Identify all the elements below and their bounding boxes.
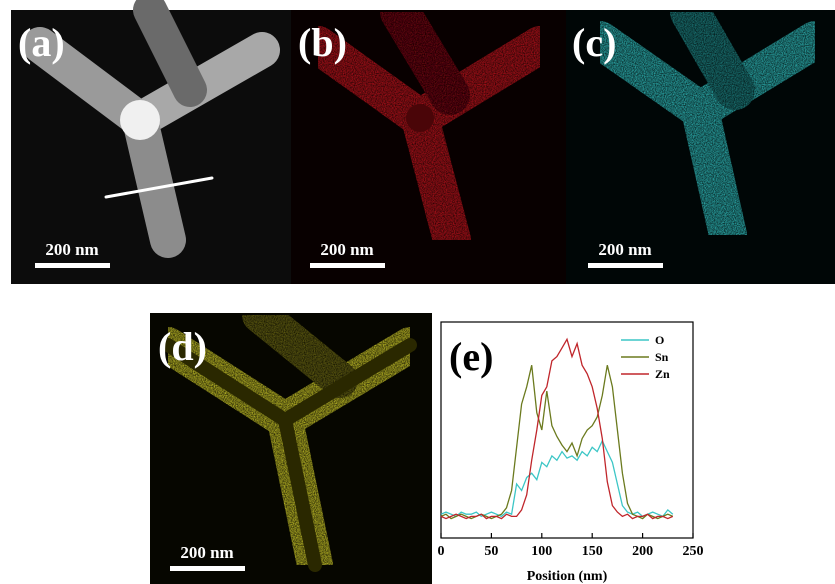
scale-bar-label: 200 nm xyxy=(320,240,373,259)
panel-c: (c) 200 nm xyxy=(566,10,835,284)
legend-label: O xyxy=(655,333,664,347)
x-axis-label: Position (nm) xyxy=(527,569,608,584)
panel-label: (c) xyxy=(572,20,616,65)
panel-label: (d) xyxy=(158,324,207,369)
scale-bar-label: 200 nm xyxy=(598,240,651,259)
x-tick-label: 200 xyxy=(632,544,653,559)
x-tick-label: 100 xyxy=(531,544,552,559)
figure: (a) 200 nm (b) 200 nm (c) 200 nm xyxy=(0,0,835,584)
panel-d: (d) 200 nm xyxy=(150,313,432,584)
panel-e: (e) Position (nm) 0 50 100 150 200 250 O Sn Zn xyxy=(438,322,704,584)
panel-label: (b) xyxy=(298,20,347,65)
x-tick-label: 150 xyxy=(582,544,603,559)
panel-b: (b) 200 nm xyxy=(291,10,566,284)
panel-label: (a) xyxy=(18,20,65,65)
panel-label: (e) xyxy=(449,334,493,379)
x-tick-label: 50 xyxy=(484,544,498,559)
x-tick-label: 0 xyxy=(438,544,445,559)
scale-bar-label: 200 nm xyxy=(45,240,98,259)
panel-a: (a) 200 nm xyxy=(11,10,291,284)
scale-bar-label: 200 nm xyxy=(180,543,233,562)
legend-label: Zn xyxy=(655,367,670,381)
x-tick-label: 250 xyxy=(683,544,704,559)
legend-label: Sn xyxy=(655,350,669,364)
